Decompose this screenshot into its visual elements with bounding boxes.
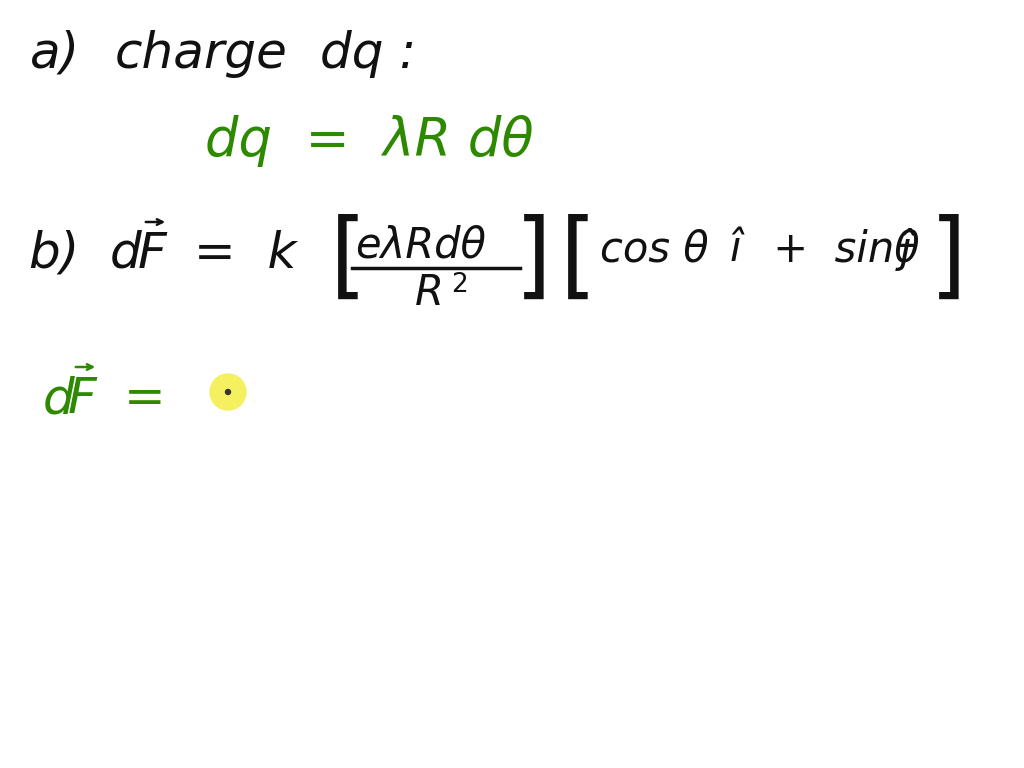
Text: b): b) [28, 230, 79, 278]
Text: î: î [730, 228, 741, 270]
Text: F: F [138, 230, 167, 278]
Text: [: [ [330, 214, 367, 306]
Text: +  sinθ: + sinθ [760, 228, 920, 270]
Text: a): a) [30, 30, 80, 78]
Text: =: = [108, 375, 166, 423]
Text: d: d [43, 375, 75, 423]
Text: ĵ: ĵ [900, 228, 911, 271]
Text: ]: ] [515, 214, 552, 306]
Text: dq :: dq : [319, 30, 416, 78]
Text: cos θ: cos θ [600, 228, 722, 270]
Text: =  k: = k [178, 230, 297, 278]
Text: eλRdθ: eλRdθ [355, 225, 486, 267]
Text: [: [ [560, 214, 597, 306]
Circle shape [225, 389, 230, 395]
Text: F: F [68, 375, 96, 423]
Text: d: d [110, 230, 141, 278]
Text: 2: 2 [451, 272, 468, 298]
Text: dq  =  λR dθ: dq = λR dθ [205, 115, 534, 167]
Text: ]: ] [930, 214, 967, 306]
Text: charge: charge [115, 30, 288, 78]
Text: R: R [415, 272, 443, 314]
Circle shape [210, 374, 246, 410]
